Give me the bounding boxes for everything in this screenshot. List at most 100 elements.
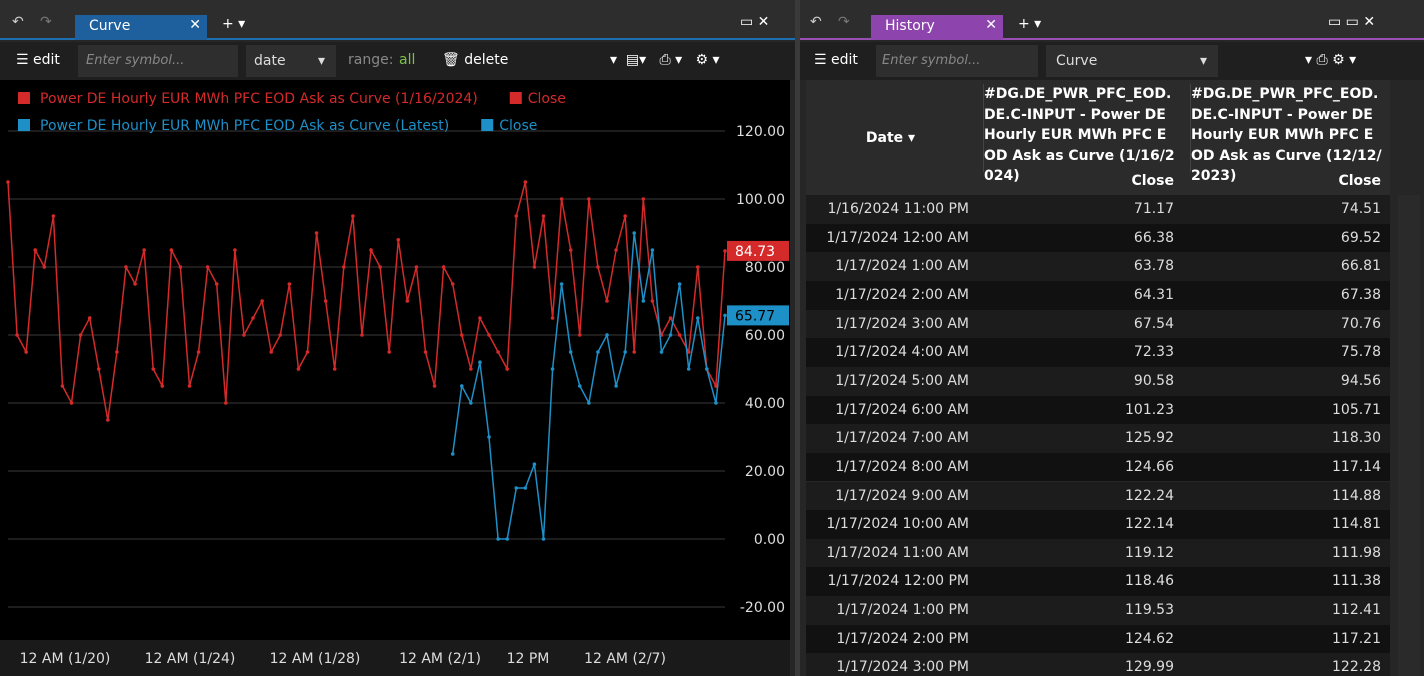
table-cell: 129.99: [1125, 659, 1174, 676]
point: [423, 350, 428, 354]
tab[interactable]: Curve ✕: [75, 15, 207, 40]
symbol-input[interactable]: Enter symbol...: [78, 45, 238, 77]
point: [224, 401, 228, 405]
table-row[interactable]: [806, 567, 1390, 597]
scrollbar[interactable]: [1398, 195, 1420, 676]
y-tick-label: 80.00: [745, 260, 785, 276]
point: [69, 401, 74, 405]
toolbar-icons[interactable]: ▾ ⎙ ⚙ ▾: [1305, 52, 1357, 68]
table-row[interactable]: [806, 481, 1390, 511]
window-controls[interactable]: ▭ ✕: [740, 14, 770, 30]
table-cell: 101.23: [1125, 401, 1174, 418]
point: [623, 214, 627, 218]
table-cell: 71.17: [1133, 201, 1174, 217]
point: [33, 248, 38, 252]
table-cell: 63.78: [1133, 258, 1174, 275]
point: [60, 384, 65, 388]
table-cell: 66.38: [1133, 229, 1174, 246]
point: [459, 333, 464, 337]
point: [469, 367, 473, 371]
point: [514, 486, 519, 490]
legend-label: Power DE Hourly EUR MWh PFC EOD Ask as C…: [40, 118, 449, 134]
table-cell: 64.31: [1133, 286, 1174, 303]
legend-field: Close: [528, 91, 566, 107]
delete-button[interactable]: 🗑 delete: [442, 52, 509, 68]
point: [450, 282, 455, 286]
table-cell: 1/17/2024 8:00 AM: [835, 458, 969, 475]
edit-label: edit: [831, 52, 858, 68]
point: [668, 333, 673, 337]
table-row[interactable]: [806, 223, 1390, 253]
redo[interactable]: ↷: [40, 14, 52, 30]
table-cell: 1/17/2024 1:00 AM: [835, 258, 969, 275]
table-cell: 72.33: [1133, 344, 1174, 361]
table-cell: 66.81: [1340, 258, 1381, 275]
table-row[interactable]: [806, 195, 1390, 224]
table-row[interactable]: [806, 252, 1390, 281]
point: [6, 180, 10, 184]
point: [342, 265, 346, 269]
placeholder: Enter symbol...: [86, 53, 185, 68]
range-value[interactable]: all: [399, 52, 416, 68]
edit-button[interactable]: ☰ edit: [16, 52, 60, 68]
table-row[interactable]: [806, 653, 1390, 676]
point: [396, 238, 401, 242]
table-cell: 112.41: [1332, 602, 1381, 619]
add-tab[interactable]: + ▾: [222, 16, 246, 32]
table-cell: 117.21: [1332, 630, 1381, 647]
point: [505, 537, 509, 541]
mode-select[interactable]: Curve ▾: [1046, 45, 1218, 77]
point: [478, 316, 482, 320]
table-row[interactable]: [806, 395, 1390, 425]
toolbar: ☰ edit Enter symbol... date ▾ range: all …: [0, 42, 795, 80]
add-tab[interactable]: + ▾: [1018, 16, 1042, 32]
legend-swatch: [509, 92, 522, 104]
redo[interactable]: ↷: [838, 14, 850, 30]
legend-swatch: [481, 119, 494, 131]
table-row[interactable]: [806, 452, 1390, 482]
table-row[interactable]: [806, 596, 1390, 625]
window-controls[interactable]: ▭ ▭ ✕: [1328, 14, 1376, 30]
point: [723, 249, 727, 253]
table-row[interactable]: [806, 538, 1390, 568]
point: [15, 333, 19, 337]
column-header: Date ▾: [865, 130, 916, 146]
table-cell: 1/17/2024 12:00 PM: [827, 573, 969, 590]
point: [178, 265, 183, 269]
y-tick-label: 60.00: [745, 328, 785, 344]
table-cell: 1/17/2024 9:00 AM: [835, 487, 969, 504]
table-cell: 1/17/2024 5:00 AM: [835, 372, 969, 389]
undo[interactable]: ↶: [810, 14, 822, 30]
point: [668, 316, 673, 320]
table-row[interactable]: [806, 309, 1390, 339]
y-tick-label: 100.00: [736, 192, 785, 208]
table-row[interactable]: [806, 338, 1390, 367]
table-cell: 67.54: [1133, 315, 1174, 332]
table-row[interactable]: [806, 424, 1390, 453]
point: [695, 316, 700, 320]
point: [124, 265, 128, 269]
table-row[interactable]: [806, 366, 1390, 396]
point: [459, 384, 464, 388]
table-row[interactable]: [806, 624, 1390, 654]
series-line: [7, 181, 726, 421]
tab[interactable]: History ✕: [871, 15, 1003, 40]
point: [51, 214, 56, 218]
symbol-input[interactable]: Enter symbol...: [876, 45, 1038, 77]
toolbar-icons[interactable]: ▾ ▤▾ ⎙ ▾ ⚙ ▾: [610, 52, 720, 68]
point: [450, 452, 455, 456]
point: [187, 384, 192, 388]
y-tick-label: 120.00: [736, 124, 785, 140]
point: [587, 197, 591, 201]
undo[interactable]: ↶: [12, 14, 24, 30]
table-row[interactable]: [806, 280, 1390, 310]
edit-button[interactable]: ☰ edit: [814, 52, 858, 68]
table-cell: 124.66: [1125, 458, 1174, 475]
table-cell: 1/17/2024 1:00 PM: [836, 602, 969, 619]
point: [686, 367, 691, 371]
table-row[interactable]: [806, 510, 1390, 539]
mode-select[interactable]: date ▾: [246, 45, 336, 77]
table-cell: 122.24: [1125, 487, 1174, 504]
point: [287, 282, 292, 286]
point: [360, 333, 364, 337]
